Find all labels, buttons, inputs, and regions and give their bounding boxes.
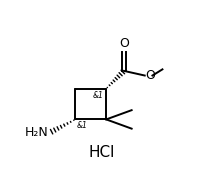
Text: HCl: HCl — [88, 145, 115, 160]
Text: O: O — [119, 37, 129, 50]
Text: &1: &1 — [77, 121, 88, 130]
Text: O: O — [145, 69, 155, 82]
Text: H₂N: H₂N — [25, 126, 49, 139]
Text: &1: &1 — [93, 91, 104, 100]
